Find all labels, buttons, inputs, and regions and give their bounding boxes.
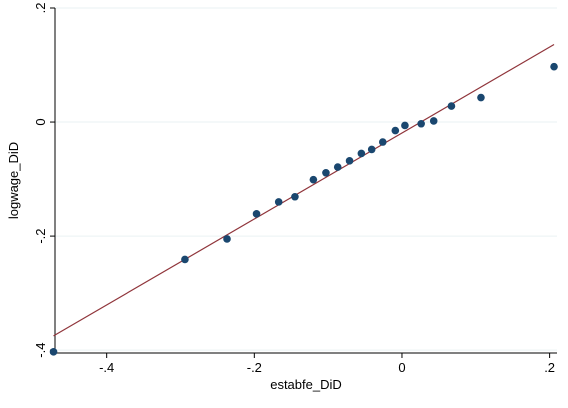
data-point — [367, 145, 376, 154]
x-axis-title: estabfe_DiD — [270, 377, 342, 392]
x-tick-label: -.4 — [99, 360, 114, 375]
fit-line-segment — [53, 43, 555, 337]
data-point — [550, 62, 558, 71]
y-tick-label: .2 — [33, 3, 48, 14]
data-point — [333, 163, 342, 171]
data-points — [49, 62, 558, 356]
data-point — [447, 102, 456, 110]
data-point — [391, 126, 400, 135]
x-tick-label: -.2 — [247, 360, 262, 375]
y-axis-title: logwage_DiD — [6, 142, 21, 219]
fitted-line — [53, 43, 555, 337]
x-axis-ticks: -.4 -.2 0 .2 — [99, 353, 555, 375]
y-tick-label: -.2 — [33, 229, 48, 244]
y-tick-label: -.4 — [33, 343, 48, 358]
data-point — [181, 255, 189, 264]
data-point — [401, 121, 409, 130]
data-point — [429, 117, 438, 125]
data-point — [345, 157, 354, 165]
data-point — [322, 169, 330, 177]
data-point — [291, 192, 299, 201]
data-point — [477, 93, 485, 102]
gridlines — [55, 7, 557, 351]
data-point — [49, 348, 58, 356]
data-point — [309, 175, 318, 184]
y-tick-label: 0 — [33, 118, 48, 125]
y-axis-ticks: -.4 -.2 0 .2 — [33, 3, 55, 358]
x-tick-label: 0 — [398, 360, 405, 375]
data-point — [274, 198, 283, 206]
data-point — [223, 235, 231, 243]
data-point — [417, 119, 425, 128]
data-point — [252, 210, 261, 218]
data-point — [357, 149, 366, 158]
x-tick-label: .2 — [544, 360, 555, 375]
data-point — [378, 138, 387, 146]
